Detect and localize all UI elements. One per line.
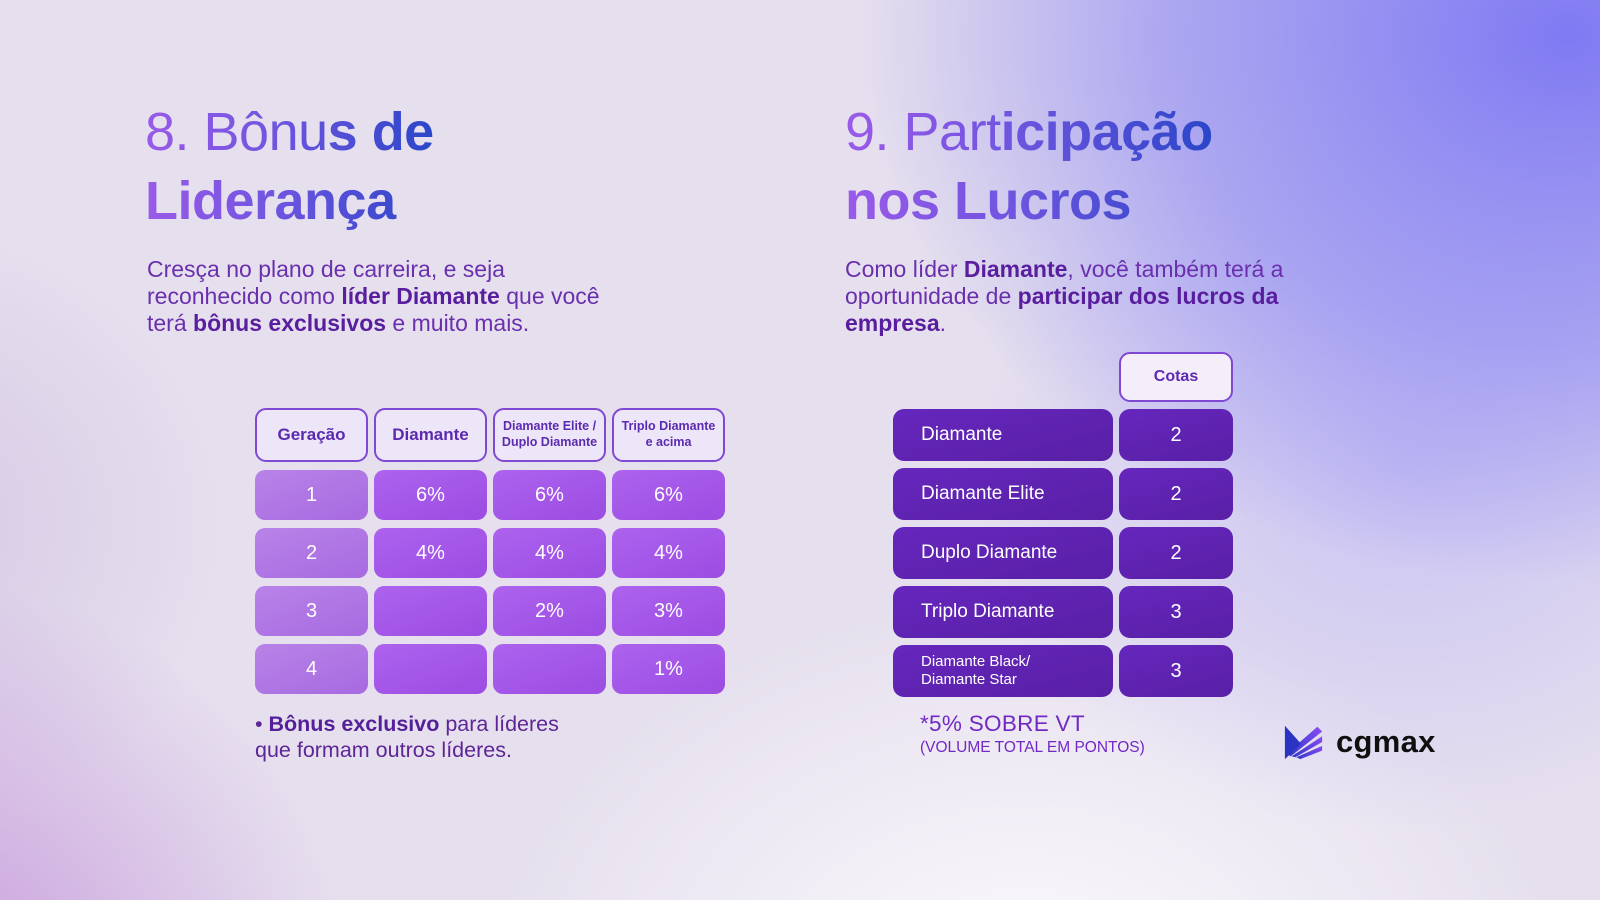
cotas-value: 2 xyxy=(1119,409,1233,461)
cgmax-logo-icon xyxy=(1283,722,1325,762)
left-section-title: 8. Bônus de Liderança xyxy=(145,98,434,235)
table-cell: 4% xyxy=(374,528,487,578)
table-cell xyxy=(374,586,487,636)
left-title-regular: 8. Bônu xyxy=(145,102,328,162)
gen-table-header-geracao: Geração xyxy=(255,408,368,462)
table-cell: 3 xyxy=(255,586,368,636)
rank-label-diamante-black-star: Diamante Black/ Diamante Star xyxy=(893,645,1113,697)
table-cell xyxy=(493,644,606,694)
note-text: para líderes que formam outros líderes. xyxy=(255,712,559,763)
right-intro-bold-participar: participar dos lucros da empresa xyxy=(845,282,1279,336)
right-intro-text: , você também terá a oportunidade de xyxy=(845,256,1284,309)
right-intro-text: . xyxy=(939,309,947,336)
cotas-value: 2 xyxy=(1119,527,1233,579)
footnote-line2: (VOLUME TOTAL EM PONTOS) xyxy=(920,739,1145,756)
rank-label-diamante-elite: Diamante Elite xyxy=(893,468,1113,520)
table-cell xyxy=(374,644,487,694)
cotas-value: 3 xyxy=(1119,645,1233,697)
bullet-marker: • xyxy=(255,712,269,736)
table-cell: 2% xyxy=(493,586,606,636)
table-cell: 3% xyxy=(612,586,725,636)
left-title-line2: Liderança xyxy=(145,170,396,231)
note-bold-text: Bônus exclusivo xyxy=(268,712,440,736)
left-title-bold: s de xyxy=(327,102,434,162)
rank-label-triplo-diamante: Triplo Diamante xyxy=(893,586,1113,638)
profit-sharing-table: Cotas Diamante 2 Diamante Elite 2 Duplo … xyxy=(893,352,1233,697)
right-intro-text: Como líder xyxy=(845,256,964,282)
left-intro-bold-bonus-exclusivos: bônus exclusivos xyxy=(193,309,387,336)
table-cell: 4 xyxy=(255,644,368,694)
table-cell: 2 xyxy=(255,528,368,578)
table-cell: 6% xyxy=(612,470,725,520)
left-intro-text: que você terá xyxy=(147,282,600,336)
gen-table-header-triplo-diamante: Triplo Diamante e acima xyxy=(612,408,725,462)
gen-table-header-diamante: Diamante xyxy=(374,408,487,462)
right-title-line2: nos Lucros xyxy=(845,170,1132,231)
right-title-regular: 9. Part xyxy=(845,102,1001,162)
cotas-value: 3 xyxy=(1119,586,1233,638)
table-cell: 4% xyxy=(493,528,606,578)
right-title-bold: icipação xyxy=(1000,102,1213,162)
cotas-value: 2 xyxy=(1119,468,1233,520)
right-section-title: 9. Participação nos Lucros xyxy=(845,98,1213,235)
left-intro-bold-lider-diamante: líder Diamante xyxy=(341,282,500,309)
cgmax-logo: cgmax xyxy=(1283,722,1436,762)
vt-footnote: *5% SOBRE VT (VOLUME TOTAL EM PONTOS) xyxy=(920,711,1145,757)
table-cell: 1 xyxy=(255,470,368,520)
table-cell: 6% xyxy=(374,470,487,520)
footnote-line1: *5% SOBRE VT xyxy=(920,711,1085,736)
exclusive-bonus-note: • Bônus exclusivo para líderes que forma… xyxy=(255,711,585,764)
gen-table-header-diamante-elite: Diamante Elite / Duplo Diamante xyxy=(493,408,606,462)
table-cell: 4% xyxy=(612,528,725,578)
table-cell: 6% xyxy=(493,470,606,520)
left-intro-text: Cresça no plano de carreira, e seja reco… xyxy=(147,256,505,309)
cgmax-logo-text: cgmax xyxy=(1336,724,1436,759)
right-intro-bold-diamante: Diamante xyxy=(963,256,1068,282)
right-intro-paragraph: Como líder Diamante, você também terá a … xyxy=(845,256,1285,337)
rank-label-diamante: Diamante xyxy=(893,409,1113,461)
rank-label-duplo-diamante: Duplo Diamante xyxy=(893,527,1113,579)
left-intro-text: e muito mais. xyxy=(386,309,530,336)
table-cell: 1% xyxy=(612,644,725,694)
leadership-bonus-table: Geração Diamante Diamante Elite / Duplo … xyxy=(255,408,725,694)
cotas-column-header: Cotas xyxy=(1119,352,1233,402)
left-intro-paragraph: Cresça no plano de carreira, e seja reco… xyxy=(147,256,609,337)
